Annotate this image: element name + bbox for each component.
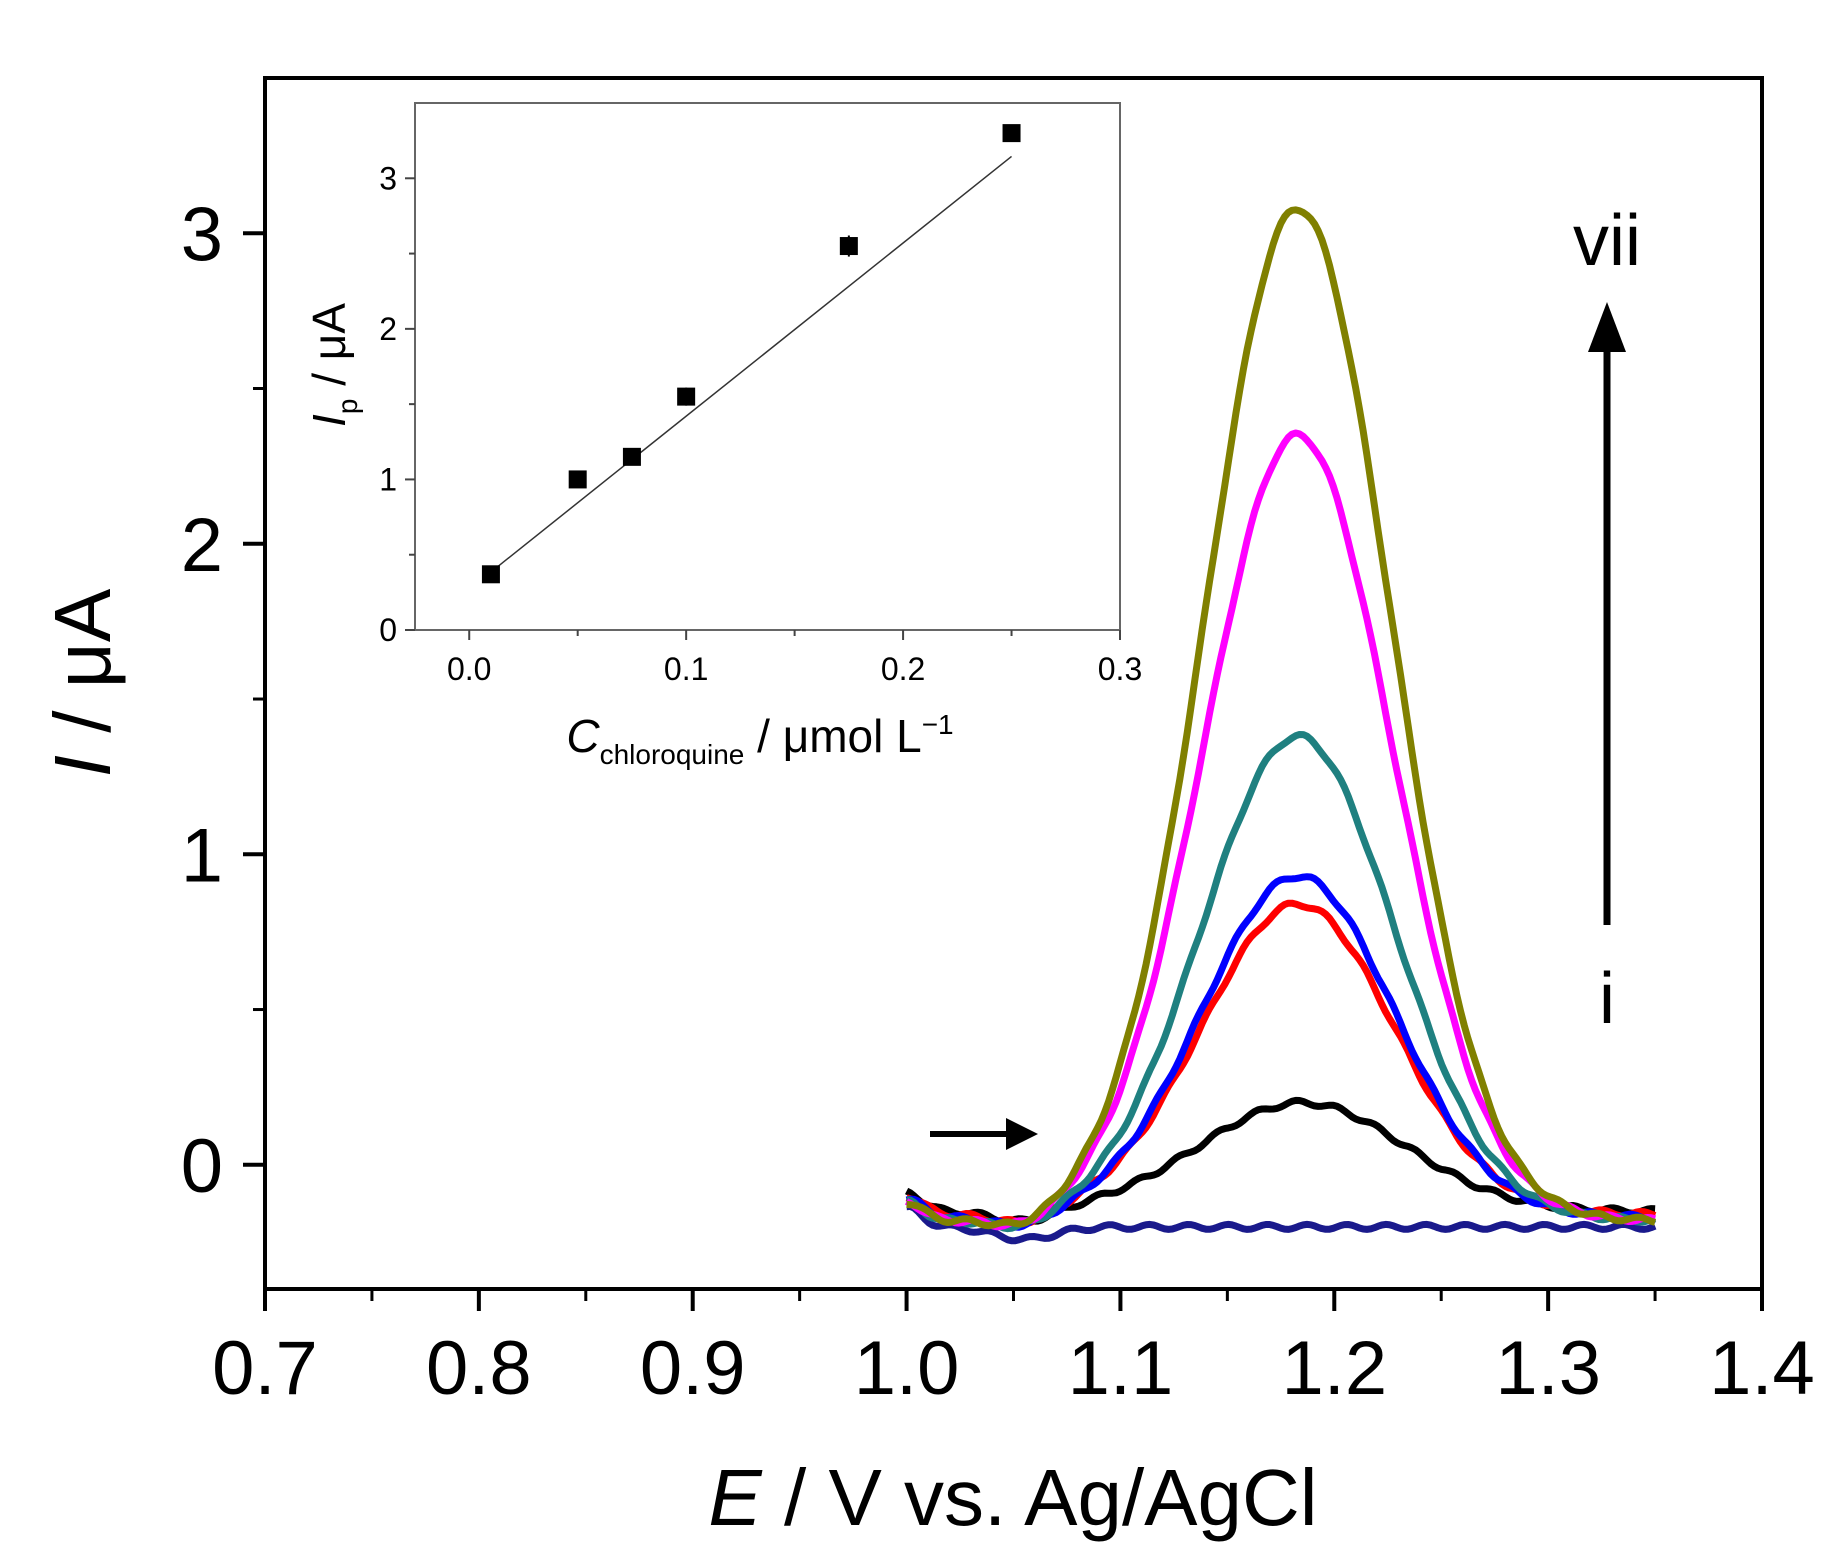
main-y-axis-ticks: 0 1 2 3 <box>181 192 265 1209</box>
inset-data-group <box>481 124 1021 584</box>
inset-x-axis-ticks: 0.0 0.1 0.2 0.3 <box>447 630 1142 687</box>
inset-data-point <box>677 387 696 406</box>
main-plot: 0.7 0.8 0.9 1.0 1.1 1.2 1.3 1.4 0 1 2 3 E / V vs. … <box>38 76 1815 1542</box>
inset-y-tick-label: 2 <box>379 311 397 347</box>
main-y-tick-label: 0 <box>181 1124 223 1209</box>
main-x-axis-ticks: 0.7 0.8 0.9 1.0 1.1 1.2 1.3 1.4 <box>212 1289 1815 1411</box>
main-series-iii <box>905 899 1657 1227</box>
inset-y-axis-symbol: I <box>303 414 355 427</box>
inset-x-axis-subscript: chloroquine <box>600 739 745 770</box>
inset-x-tick-label: 0.0 <box>447 651 491 687</box>
inset-y-axis-ticks: 0 1 2 3 <box>379 160 415 648</box>
main-series-iv <box>905 873 1656 1231</box>
main-y-tick-label: 1 <box>181 813 223 898</box>
inset-x-axis-symbol: C <box>566 710 600 762</box>
inset-fit-line <box>490 155 1013 573</box>
inset-x-axis-unit: / μmol L <box>744 710 921 762</box>
increasing-concentration-arrow <box>1588 302 1626 925</box>
inset-x-tick-label: 0.3 <box>1098 651 1142 687</box>
main-x-tick-label: 0.9 <box>640 1326 746 1411</box>
main-x-tick-label: 1.4 <box>1709 1326 1815 1411</box>
inset-y-axis-subscript: p <box>332 399 363 415</box>
main-y-axis-label: I / μA <box>38 588 127 777</box>
inset-y-tick-label: 3 <box>379 160 397 196</box>
main-x-tick-label: 1.3 <box>1495 1326 1601 1411</box>
main-series-v <box>906 731 1657 1233</box>
main-y-axis-symbol: I <box>38 755 127 777</box>
inset-y-axis-label: Ip / μA <box>303 303 363 427</box>
inset-data-point <box>622 447 641 466</box>
main-x-tick-label: 1.1 <box>1068 1326 1174 1411</box>
main-y-tick-label: 2 <box>181 503 223 588</box>
annotation-i: i <box>1599 959 1615 1039</box>
main-x-tick-label: 1.2 <box>1281 1326 1387 1411</box>
inset-data-point <box>1002 124 1021 143</box>
main-series-i <box>906 1202 1657 1245</box>
main-x-axis-symbol: E <box>708 1453 763 1542</box>
main-y-axis-unit: / μA <box>38 588 127 755</box>
inset-plot-frame <box>414 102 1121 631</box>
inset-data-point <box>568 470 587 489</box>
annotation-vii: vii <box>1573 201 1641 281</box>
inset-plot: 0.0 0.1 0.2 0.3 0 1 2 3 Cchloroquine / μmol L−… <box>303 102 1142 770</box>
main-x-tick-label: 1.0 <box>854 1326 960 1411</box>
inset-x-tick-label: 0.1 <box>664 651 708 687</box>
inset-y-axis-unit: / μA <box>303 303 355 399</box>
inset-y-tick-label: 1 <box>379 461 397 497</box>
main-x-axis-unit: / V vs. Ag/AgCl <box>762 1453 1318 1542</box>
main-y-tick-label: 3 <box>181 192 223 277</box>
main-series-group <box>904 206 1657 1245</box>
inset-y-tick-label: 0 <box>379 612 397 648</box>
main-x-tick-label: 0.7 <box>212 1326 318 1411</box>
inset-x-axis-label: Cchloroquine / μmol L−1 <box>566 709 953 770</box>
inset-data-point <box>839 237 858 256</box>
scan-direction-arrow <box>930 1118 1038 1150</box>
main-x-axis-label: E / V vs. Ag/AgCl <box>708 1453 1317 1542</box>
main-x-tick-label: 0.8 <box>426 1326 532 1411</box>
inset-x-axis-superscript: −1 <box>922 709 954 740</box>
inset-data-point <box>481 565 500 584</box>
main-series-vii <box>906 206 1657 1230</box>
inset-x-tick-label: 0.2 <box>881 651 925 687</box>
